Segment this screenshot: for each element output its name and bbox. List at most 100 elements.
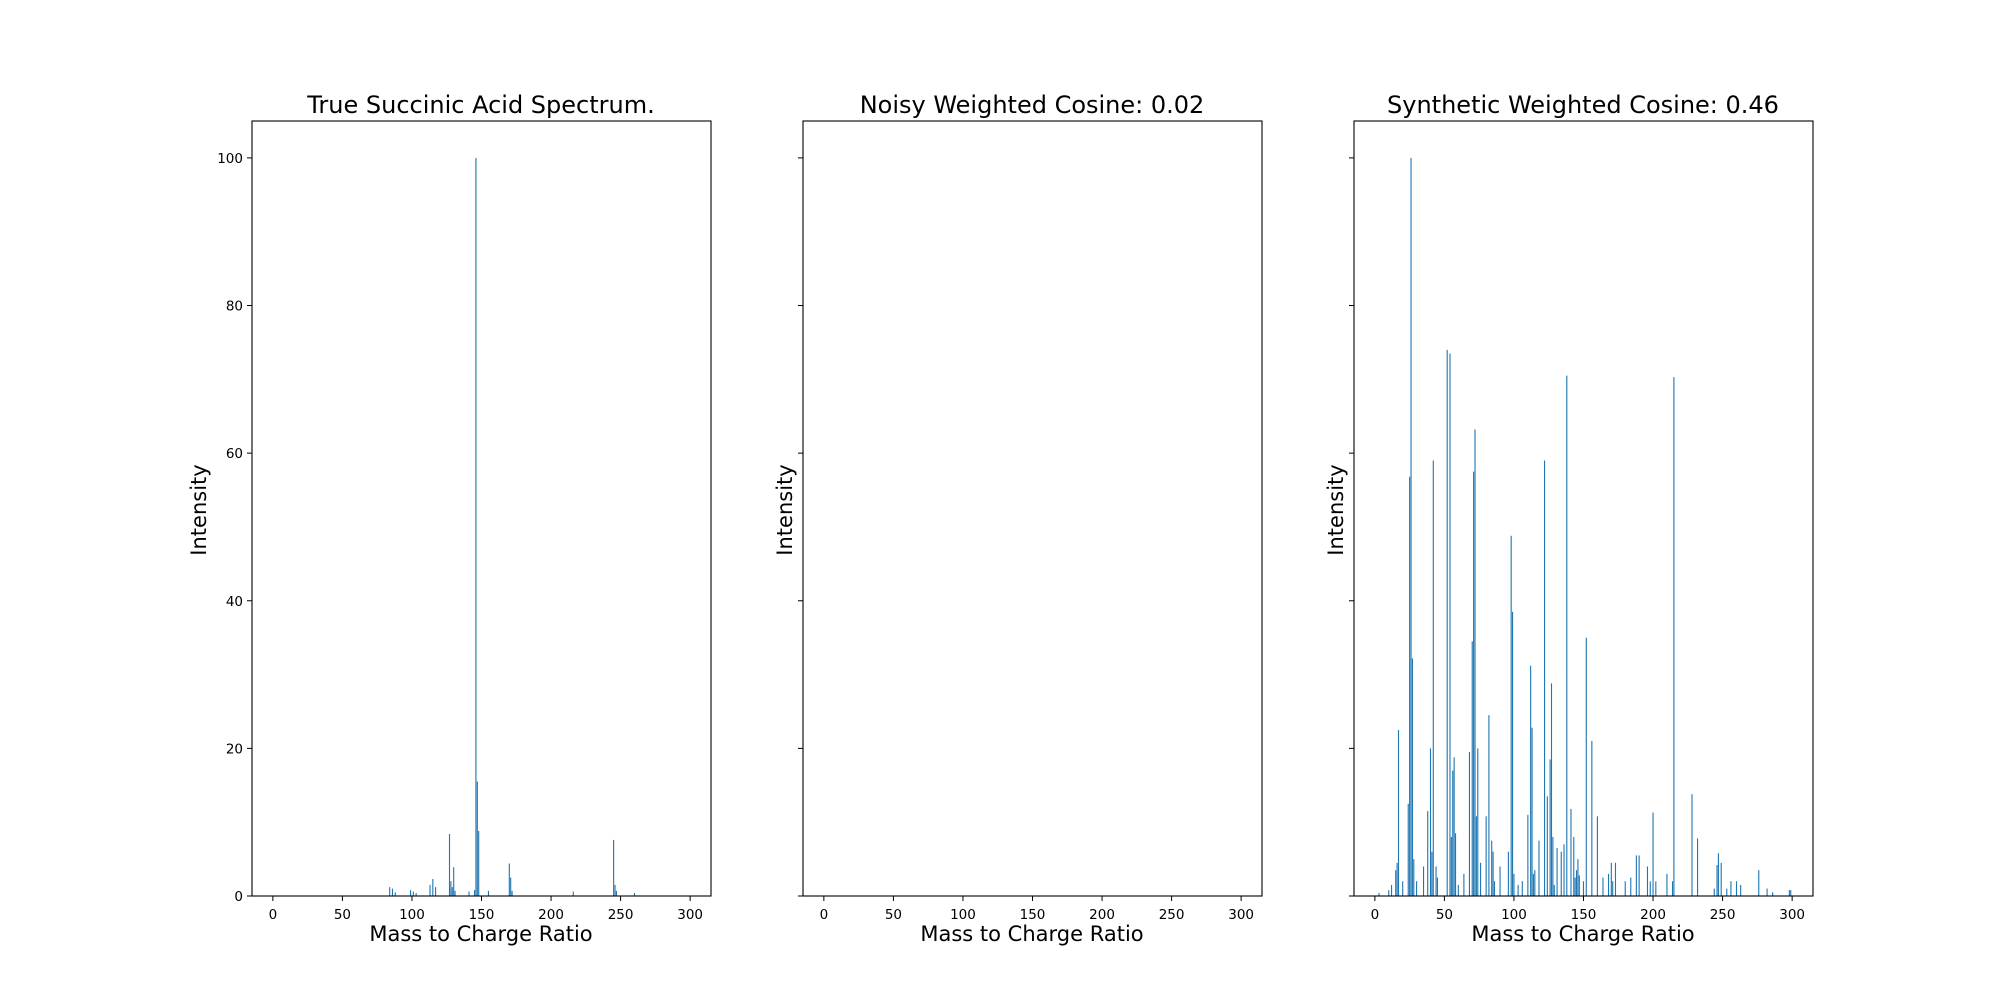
spectrum-bar [1493,881,1496,896]
spectrum-bar [391,888,394,896]
y-tick-label: 60 [226,446,243,462]
spectrum-bar [1596,816,1598,896]
x-tick-label: 0 [269,907,278,923]
spectrum-bar [1563,844,1565,896]
spectrum-bar [1530,665,1532,896]
spectrum-bar [1573,836,1575,896]
spectrum-bar [1391,884,1393,896]
spectrum-bar [1713,888,1715,896]
spectrum-bar [1492,851,1494,896]
spectrum-bar [1549,759,1551,896]
spectrum-bar [475,157,477,896]
spectrum-bar [1413,859,1415,896]
spectrum-bar [1480,862,1482,896]
spectrum-bar [1517,884,1519,896]
spectrum-bar [487,890,490,896]
spectrum-bar [1473,471,1475,896]
spectrum-bar [1635,855,1637,896]
spectrum-bar [1691,794,1693,896]
spectrum-bar [478,831,480,896]
spectrum-bar [1446,349,1448,896]
spectrum-bar [1666,873,1668,896]
spectrum-bar [511,890,513,896]
plot-frame [251,120,712,897]
spectrum-bar [1630,877,1632,896]
spectrum-bar [1534,870,1536,896]
spectrum-bar [1610,862,1612,896]
spectrum-bar [454,890,456,896]
spectrum-bar [1577,859,1579,896]
spectrum-bar [1550,683,1553,896]
panel-title: Noisy Weighted Cosine: 0.02 [860,91,1205,119]
spectrum-bar [1468,752,1470,896]
spectrum-bar [1740,884,1742,896]
spectrum-bar [508,863,510,896]
spectrum-bar [1454,833,1457,896]
spectrum-bar [1521,881,1523,896]
x-axis-label: Mass to Charge Ratio [920,922,1143,946]
spectrum-bar [1612,881,1614,896]
spectrum-bar [1378,893,1380,896]
spectrum-bar [1655,881,1657,896]
spectrum-bar [615,890,617,896]
spectrum-bar [1427,811,1429,896]
x-tick-label: 150 [1020,907,1046,923]
spectrum-bar [1556,848,1558,896]
spectrum-bar [1436,877,1439,896]
x-tick-label: 0 [1371,907,1380,923]
spectrum-bar [1432,460,1434,896]
spectrum-bar [1488,715,1490,896]
spectrum-bar [1602,877,1604,896]
x-tick-label: 200 [1640,907,1666,923]
spectrum-bar [1697,838,1699,896]
x-tick-label: 100 [1501,907,1527,923]
spectrum-bar [1553,884,1555,896]
spectrum-bar [1538,840,1540,896]
spectrum-bar [1716,865,1718,896]
spectrum-bar [1411,658,1413,896]
spectrum-bar [450,881,452,896]
spectrum-bar [451,887,453,896]
spectrum-bar [1512,611,1514,896]
spectrum-bar [1453,757,1455,896]
panel-title: Synthetic Weighted Cosine: 0.46 [1387,91,1779,119]
y-tick-label: 20 [226,741,243,757]
spectrum-bar [1416,881,1418,896]
spectrum-bar [394,892,396,896]
spectrum-bar [633,893,636,896]
x-tick-label: 150 [469,907,495,923]
spectrum-bar [1614,862,1617,896]
spectrum-bar [1407,803,1409,896]
spectrum-bar [1463,873,1465,896]
spectrum-bar [468,891,470,896]
spectrum-bar [412,891,414,896]
spectrum-bar [389,887,391,896]
spectrum-bar [1772,892,1774,896]
spectrum-bar [1649,881,1651,896]
spectrum-bar [1531,727,1533,896]
spectrum-bar [476,781,478,896]
x-tick-label: 200 [1089,907,1115,923]
spectrum-bar [1560,851,1562,896]
spectrum-bar [1527,814,1529,896]
spectrum-bar [1499,866,1501,896]
spectrum-bar [1730,881,1732,896]
spectrum-bar [1717,853,1719,896]
plot-frame [802,120,1263,897]
spectrum-bar [1671,881,1674,896]
spectrum-bar [1485,816,1487,896]
spectrum-bar [1388,890,1390,896]
panel-noisy-spectrum: Noisy Weighted Cosine: 0.02 Mass to Char… [773,91,1263,946]
spectrum-bar [1578,875,1580,896]
panel-title: True Succinic Acid Spectrum. [306,91,654,119]
spectrum-bar [435,887,437,896]
spectrum-bar [1566,375,1568,896]
spectrum-bar [1452,770,1454,896]
spectrum-bar [429,884,431,896]
spectrum-bar [1544,460,1546,896]
y-axis-label: Intensity [187,464,211,555]
spectrum-bar [1431,851,1433,896]
spectrum-bar [1766,888,1768,896]
x-tick-label: 250 [1710,907,1736,923]
